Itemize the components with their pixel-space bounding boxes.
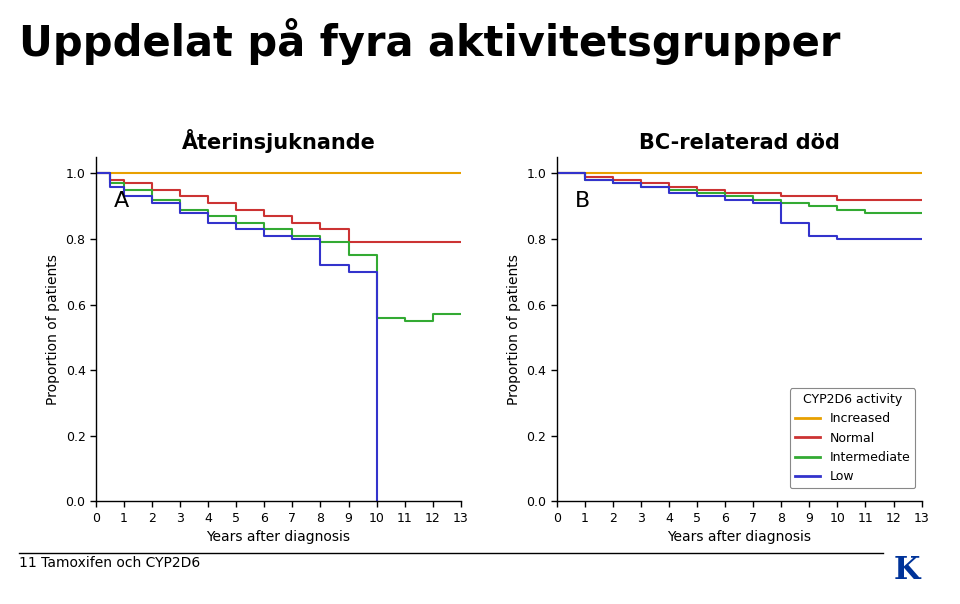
Y-axis label: Proportion of patients: Proportion of patients	[507, 254, 521, 405]
Text: 11 Tamoxifen och CYP2D6: 11 Tamoxifen och CYP2D6	[19, 556, 201, 570]
Title: BC-relaterad död: BC-relaterad död	[638, 133, 840, 153]
Text: A: A	[114, 191, 130, 211]
Text: Uppdelat på fyra aktivitetsgrupper: Uppdelat på fyra aktivitetsgrupper	[19, 18, 841, 65]
X-axis label: Years after diagnosis: Years after diagnosis	[667, 530, 811, 544]
Title: Återinsjuknande: Återinsjuknande	[181, 129, 375, 153]
Y-axis label: Proportion of patients: Proportion of patients	[46, 254, 60, 405]
Legend: Increased, Normal, Intermediate, Low: Increased, Normal, Intermediate, Low	[789, 388, 915, 488]
Text: K: K	[894, 555, 921, 586]
X-axis label: Years after diagnosis: Years after diagnosis	[206, 530, 350, 544]
Text: B: B	[575, 191, 590, 211]
